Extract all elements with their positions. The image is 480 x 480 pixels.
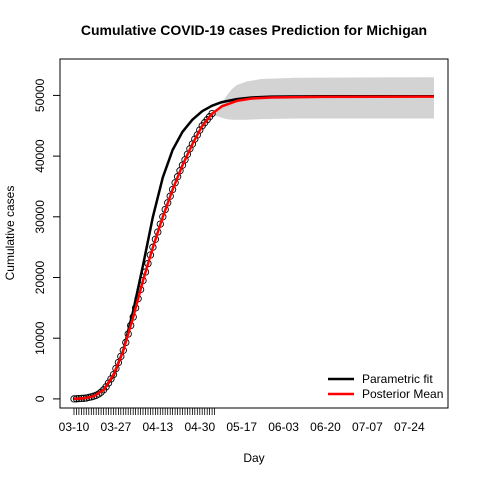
y-tick-label-2: 20000 <box>33 260 47 294</box>
x-tick-label-5: 06-03 <box>268 420 299 434</box>
observed-points-layer <box>70 109 216 403</box>
legend: Parametric fit Posterior Mean <box>328 372 443 401</box>
x-tick-label-1: 03-27 <box>101 420 132 434</box>
chart-title: Cumulative COVID-19 cases Prediction for… <box>81 22 427 38</box>
y-tick-label-1: 10000 <box>33 321 47 355</box>
observed-point-51 <box>196 126 204 134</box>
x-tick-label-6: 06-20 <box>310 420 341 434</box>
observed-point-14 <box>104 379 113 387</box>
y-axis-label: Cumulative cases <box>3 186 17 281</box>
credible-band-layer <box>209 77 434 120</box>
legend-label-parametric-fit: Parametric fit <box>362 372 433 386</box>
observed-point-13 <box>102 383 110 391</box>
parametric-fit-line <box>73 95 434 401</box>
y-tick-label-4: 40000 <box>33 139 47 173</box>
posterior-mean-line <box>73 95 435 401</box>
x-tick-label-7: 07-07 <box>352 420 383 434</box>
observed-point-56 <box>208 109 216 118</box>
observed-point-15 <box>107 375 115 383</box>
x-tick-label-8: 07-24 <box>394 420 425 434</box>
series-layer <box>73 95 435 401</box>
y-tick-label-3: 30000 <box>33 200 47 234</box>
observed-point-49 <box>191 135 199 143</box>
credible-band <box>209 77 434 120</box>
x-tick-label-0: 03-10 <box>59 420 90 434</box>
x-axis: 03-10 03-27 04-13 04-30 05-17 06-03 06-20 07-07… <box>59 407 425 434</box>
y-axis: 0 10000 20000 30000 40000 50000 <box>33 78 61 402</box>
x-tick-label-2: 04-13 <box>142 420 173 434</box>
legend-label-posterior-mean: Posterior Mean <box>362 387 443 401</box>
y-tick-label-0: 0 <box>33 395 47 402</box>
x-tick-label-3: 04-30 <box>184 420 215 434</box>
x-axis-label: Day <box>243 451 264 465</box>
x-tick-label-4: 05-17 <box>226 420 257 434</box>
y-tick-label-5: 50000 <box>33 78 47 112</box>
